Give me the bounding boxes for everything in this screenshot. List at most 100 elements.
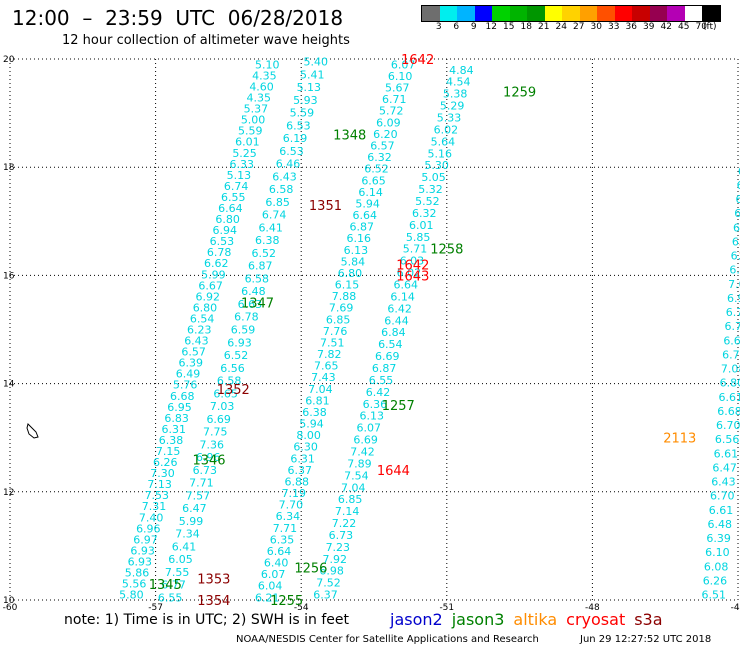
swh-value: 6.96 bbox=[136, 522, 161, 535]
swh-value: 6.19 bbox=[283, 132, 308, 145]
swh-value: 6.41 bbox=[172, 540, 197, 553]
swh-value: 6.66 bbox=[723, 334, 740, 347]
swh-value: 4.84 bbox=[449, 64, 474, 77]
swh-value: 6.95 bbox=[167, 401, 192, 414]
footer-credit: NOAA/NESDIS Center for Satellite Applica… bbox=[236, 634, 539, 645]
swh-value: 6.65 bbox=[213, 387, 238, 400]
swh-value: 6.47 bbox=[182, 502, 207, 515]
swh-value: 7.88 bbox=[332, 290, 357, 303]
color-scale-tick: 3 bbox=[435, 22, 442, 32]
swh-value: 7.82 bbox=[317, 348, 342, 361]
swh-value: 6.81 bbox=[305, 394, 330, 407]
swh-value: 7.04 bbox=[308, 383, 333, 396]
swh-value: 7.34 bbox=[175, 528, 200, 541]
hour-label: 2113 bbox=[663, 432, 696, 447]
y-tick-label: 12 bbox=[3, 488, 14, 498]
color-scale-tick: 39 bbox=[643, 22, 655, 32]
swh-value: 6.67 bbox=[198, 279, 223, 292]
swh-value: 7.43 bbox=[311, 371, 336, 384]
swh-value: 6.37 bbox=[287, 464, 312, 477]
color-scale-tick: 70 bbox=[695, 22, 707, 32]
swh-value: 6.55 bbox=[221, 191, 246, 204]
swh-value: 6.58 bbox=[217, 375, 242, 388]
swh-value: 5.38 bbox=[443, 88, 468, 101]
swh-value: 6.61 bbox=[709, 504, 734, 517]
page-subtitle: 12 hour collection of altimeter wave hei… bbox=[62, 33, 350, 48]
swh-value: 6.42 bbox=[366, 386, 391, 399]
swh-value: 6.34 bbox=[734, 207, 740, 220]
swh-value: 6.18 bbox=[733, 221, 740, 234]
swh-value: 6.19 bbox=[735, 193, 740, 206]
swh-value: 5.67 bbox=[385, 82, 410, 95]
swh-value: 6.53 bbox=[286, 119, 311, 132]
swh-value: 7.04 bbox=[341, 481, 366, 494]
color-scale-tick: 36 bbox=[625, 22, 637, 32]
color-swatch bbox=[597, 6, 615, 21]
swh-value: 6.69 bbox=[353, 434, 378, 447]
swh-value: 6.33 bbox=[229, 158, 254, 171]
swh-value: 6.49 bbox=[176, 368, 201, 381]
legend-item-altika: altika bbox=[513, 610, 558, 629]
swh-value: 5.71 bbox=[403, 243, 428, 256]
swh-value: 7.57 bbox=[186, 489, 211, 502]
color-scale-bar bbox=[421, 5, 721, 22]
swh-value: 4.35 bbox=[252, 69, 277, 82]
swh-value: 7.70 bbox=[279, 499, 304, 512]
swh-value: 5.29 bbox=[440, 100, 465, 113]
swh-value: 6.63 bbox=[238, 298, 263, 311]
swh-value: 6.64 bbox=[352, 209, 377, 222]
swh-value: 6.44 bbox=[384, 314, 409, 327]
swh-value: 6.92 bbox=[727, 292, 740, 305]
swh-value: 7.65 bbox=[314, 360, 339, 373]
swh-value: 6.70 bbox=[716, 419, 740, 432]
color-scale-tick: 45 bbox=[678, 22, 690, 32]
swh-value: 6.14 bbox=[358, 186, 383, 199]
swh-value: 6.85 bbox=[326, 313, 351, 326]
swh-value: 5.64 bbox=[431, 135, 456, 148]
swh-value: 6.77 bbox=[725, 320, 740, 333]
hour-label: 1346 bbox=[192, 453, 225, 468]
swh-value: 6.56 bbox=[220, 362, 245, 375]
swh-value: 5.93 bbox=[293, 94, 318, 107]
track-jason3: 5.805.565.866.936.936.976.967.407.317.53… bbox=[119, 58, 279, 601]
swh-value: 6.55 bbox=[369, 374, 394, 387]
swh-value: 6.87 bbox=[248, 260, 273, 273]
swh-value: 7.23 bbox=[326, 541, 351, 554]
swh-value: 6.47 bbox=[712, 461, 737, 474]
swh-value: 6.74 bbox=[224, 180, 249, 193]
swh-value: 7.14 bbox=[335, 505, 360, 518]
swh-value: 6.55 bbox=[158, 591, 183, 604]
color-swatch bbox=[632, 6, 650, 21]
swh-value: 5.13 bbox=[297, 81, 322, 94]
swh-value: 6.80 bbox=[731, 250, 740, 263]
hour-label: 1644 bbox=[377, 464, 410, 479]
hour-label: 2 bbox=[739, 242, 740, 257]
swh-value: 6.33 bbox=[738, 165, 740, 178]
swh-value: 7.22 bbox=[332, 517, 357, 530]
swh-value: 7.15 bbox=[156, 445, 181, 458]
swh-value: 5.10 bbox=[255, 58, 280, 71]
swh-value: 6.30 bbox=[293, 441, 318, 454]
swh-value: 6.69 bbox=[375, 350, 400, 363]
swh-value: 6.62 bbox=[204, 257, 229, 270]
swh-value: 6.43 bbox=[272, 170, 297, 183]
swh-value: 6.16 bbox=[347, 232, 372, 245]
swh-value: 6.10 bbox=[705, 546, 730, 559]
swh-value: 5.99 bbox=[179, 515, 204, 528]
color-scale-tick: 18 bbox=[520, 22, 532, 32]
swh-value: 7.54 bbox=[344, 469, 369, 482]
swh-value: 6.51 bbox=[701, 589, 726, 602]
swh-value: 7.04 bbox=[728, 278, 740, 291]
page-title: 12:00 – 23:59 UTC 06/28/2018 bbox=[12, 6, 344, 30]
swh-value: 7.51 bbox=[320, 336, 345, 349]
swh-value: 7.30 bbox=[150, 467, 175, 480]
legend-item-s3a: s3a bbox=[634, 610, 663, 629]
swh-value: 6.14 bbox=[390, 290, 415, 303]
swh-value: 6.54 bbox=[190, 312, 215, 325]
swh-value: 5.41 bbox=[300, 68, 325, 81]
swh-value: 6.04 bbox=[258, 580, 283, 593]
swh-value: 7.89 bbox=[347, 457, 372, 470]
swh-value: 6.74 bbox=[262, 209, 287, 222]
swh-value: 7.08 bbox=[721, 363, 740, 376]
hour-label: 1354 bbox=[197, 594, 230, 609]
